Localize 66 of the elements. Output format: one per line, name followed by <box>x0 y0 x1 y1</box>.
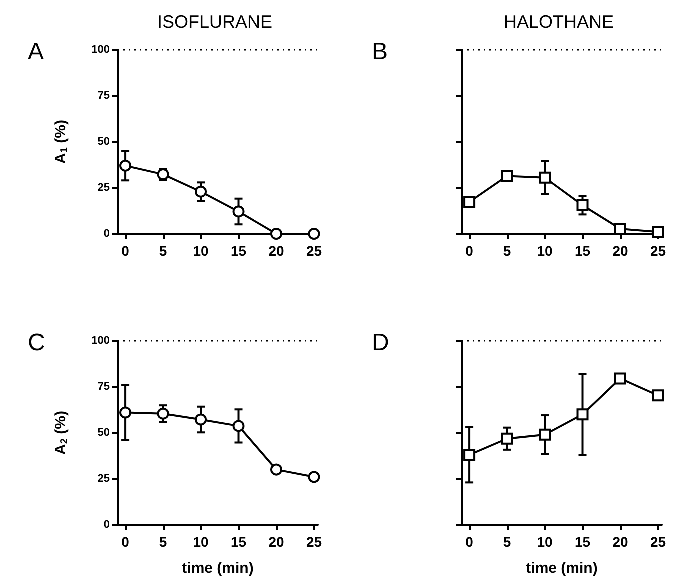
x-tick-label: 20 <box>612 243 628 259</box>
point <box>232 420 245 432</box>
x-tick-label: 15 <box>230 534 247 550</box>
point <box>308 228 320 240</box>
text: A <box>28 38 44 66</box>
x-tick-label: 20 <box>268 534 284 550</box>
point <box>120 406 132 419</box>
point <box>539 428 552 441</box>
point <box>464 449 476 462</box>
x-tick-label: 0 <box>122 243 130 259</box>
x-tick-label: 5 <box>159 534 168 550</box>
point <box>652 226 664 238</box>
x-tick-label: 0 <box>466 534 474 550</box>
y-tick-label: 100 <box>92 44 110 56</box>
point <box>576 199 589 212</box>
point <box>539 172 552 184</box>
x-tick-label: 5 <box>503 534 512 550</box>
x-tick-label: 15 <box>574 534 591 550</box>
point <box>120 160 132 172</box>
x-tick-label: 25 <box>306 243 322 259</box>
y-axis-title: A1 (%) <box>52 120 70 164</box>
y-tick-label: 50 <box>98 427 110 439</box>
point <box>308 471 320 484</box>
point <box>270 464 282 476</box>
x-tick-label: 25 <box>306 534 322 550</box>
x-tick-label: 15 <box>230 243 247 259</box>
y-tick-label: 100 <box>92 335 110 347</box>
x-tick-label: 10 <box>537 534 554 550</box>
y-tick-label: 0 <box>104 519 110 531</box>
y-tick-label: 25 <box>98 182 110 194</box>
point <box>464 196 476 208</box>
y-axis-title: A2 (%) <box>52 411 70 455</box>
x-tick-label: 25 <box>650 243 666 259</box>
point <box>501 170 514 182</box>
point <box>195 414 208 426</box>
y-tick-label: 75 <box>98 90 110 102</box>
text: D <box>372 330 390 356</box>
point <box>501 432 514 445</box>
point <box>614 372 626 385</box>
x-tick-label: 20 <box>268 243 284 259</box>
point <box>270 228 282 240</box>
point <box>232 206 245 218</box>
x-tick-label: 0 <box>466 243 474 259</box>
point <box>652 390 664 402</box>
point <box>195 186 208 198</box>
x-tick-label: 10 <box>193 534 210 550</box>
x-tick-label: 5 <box>159 243 168 259</box>
x-axis-title: time (min) <box>526 560 598 577</box>
x-tick-label: 0 <box>122 534 130 550</box>
x-tick-label: 5 <box>503 243 512 259</box>
x-tick-label: 10 <box>193 243 210 259</box>
y-tick-label: 25 <box>98 473 110 485</box>
y-tick-label: 50 <box>98 136 110 148</box>
point <box>157 408 170 420</box>
x-tick-label: 10 <box>537 243 554 259</box>
x-axis-title: time (min) <box>182 560 254 577</box>
x-tick-label: 20 <box>612 534 628 550</box>
y-tick-label: 75 <box>98 381 110 393</box>
text: B <box>372 38 388 66</box>
x-tick-label: 25 <box>650 534 666 550</box>
chart-title: HALOTHANE <box>504 12 614 32</box>
point <box>576 408 589 421</box>
y-tick-label: 0 <box>104 228 110 240</box>
chart-title: ISOFLURANE <box>157 12 273 32</box>
text: C <box>28 330 46 356</box>
x-tick-label: 15 <box>574 243 591 259</box>
